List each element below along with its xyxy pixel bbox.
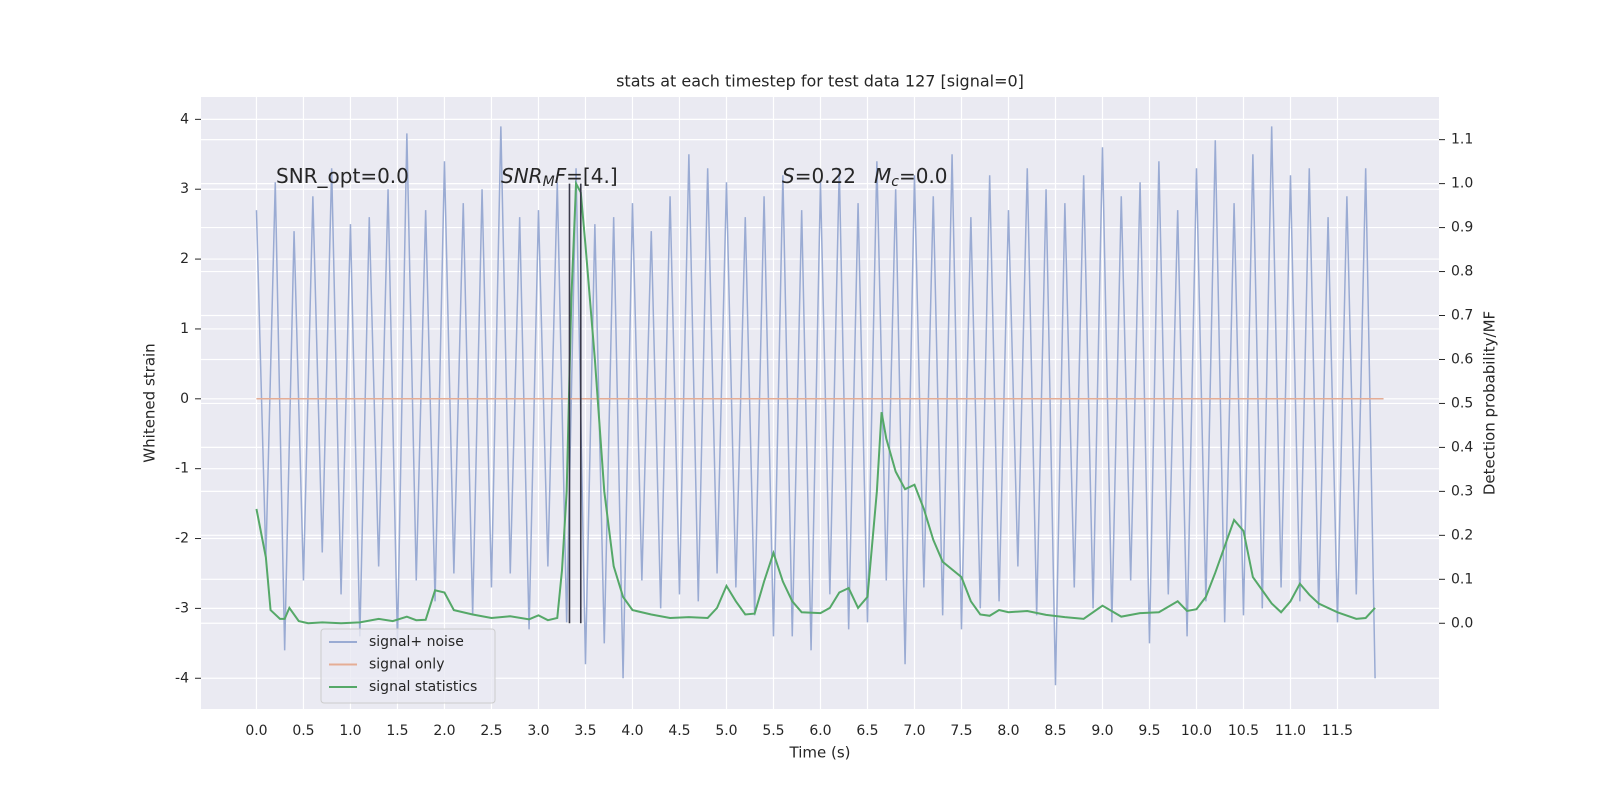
annotation-text: M	[543, 174, 555, 190]
x-tick-label: 4.0	[621, 723, 643, 739]
x-tick-label: 8.5	[1044, 723, 1066, 739]
x-tick-label: 0.0	[245, 723, 267, 739]
x-tick-label: 3.0	[527, 723, 549, 739]
series-line	[255, 179, 1376, 625]
x-tick-label: 6.0	[809, 723, 831, 739]
x-tick-label: 2.5	[480, 723, 502, 739]
annotation-text: F	[555, 164, 567, 188]
y2-tick-label: 0.7	[1451, 308, 1473, 324]
annotation-text: SNR	[501, 164, 543, 188]
x-tick-label: 7.5	[950, 723, 972, 739]
x-tick-label: 9.5	[1138, 723, 1160, 739]
chart-title: stats at each timestep for test data 127…	[616, 72, 1024, 91]
annotation-text: S	[782, 164, 795, 188]
y-tick-label: -2	[175, 531, 189, 547]
x-tick-label: 6.5	[856, 723, 878, 739]
annotation-text: SNR_opt=0.0	[276, 164, 409, 188]
y-tick-label: 3	[180, 181, 189, 197]
x-tick-label: 1.5	[386, 723, 408, 739]
annotation-text: =0.0	[899, 164, 948, 188]
y2-tick-label: 0.8	[1451, 264, 1473, 280]
x-tick-label: 2.0	[433, 723, 455, 739]
annotation-text: =[4.]	[566, 164, 617, 188]
x-tick-label: 9.0	[1091, 723, 1113, 739]
y2-tick-label: 0.0	[1451, 615, 1473, 631]
y-tick-label: -1	[175, 461, 189, 477]
y2-tick-label: 0.2	[1451, 527, 1473, 543]
y2-tick-label: 1.0	[1451, 176, 1473, 192]
series-line	[255, 126, 1376, 686]
y2-tick-label: 0.5	[1451, 395, 1473, 411]
x-tick-label: 11.0	[1275, 723, 1306, 739]
x-tick-label: 7.0	[903, 723, 925, 739]
legend-box	[320, 628, 496, 704]
annotation-text: =0.22	[795, 164, 856, 188]
annotation: SNR_opt=0.0	[276, 164, 409, 188]
x-axis-label: Time (s)	[789, 744, 851, 762]
y-tick-label: 2	[180, 251, 189, 267]
y2-tick-label: 0.9	[1451, 220, 1473, 236]
annotation-text: c	[891, 174, 899, 190]
annotation: SNRMF=[4.]	[501, 164, 618, 191]
x-tick-label: 0.5	[292, 723, 314, 739]
marks	[255, 126, 1384, 686]
legend-label: signal+ noise	[369, 634, 464, 650]
y2-axis-label: Detection probability/MF	[1481, 311, 1499, 495]
y-axis-label: Whitened strain	[141, 343, 159, 462]
y-tick-label: 1	[180, 321, 189, 337]
legend: signal+ noise signal only signal statistic…	[320, 628, 496, 704]
x-tick-label: 8.0	[997, 723, 1019, 739]
annotation-text: M	[874, 164, 891, 188]
y2-tick-label: 0.6	[1451, 351, 1473, 367]
legend-label: signal only	[369, 657, 444, 673]
x-tick-label: 5.5	[762, 723, 784, 739]
legend-label: signal statistics	[369, 679, 477, 695]
x-tick-label: 10.5	[1228, 723, 1259, 739]
x-tick-label: 11.5	[1322, 723, 1353, 739]
x-tick-label: 4.5	[668, 723, 690, 739]
x-tick-label: 1.0	[339, 723, 361, 739]
y-tick-label: -3	[175, 600, 189, 616]
x-tick-label: 10.0	[1181, 723, 1212, 739]
y-tick-label: 4	[180, 111, 189, 127]
annotation: S=0.22 Mc=0.0	[782, 164, 948, 191]
y2-tick-label: 0.4	[1451, 439, 1473, 455]
y2-tick-label: 1.1	[1451, 132, 1473, 148]
y-tick-label: 0	[180, 391, 189, 407]
y2-tick-label: 0.1	[1451, 571, 1473, 587]
x-tick-label: 3.5	[574, 723, 596, 739]
y2-tick-label: 0.3	[1451, 483, 1473, 499]
x-tick-label: 5.0	[715, 723, 737, 739]
y-tick-label: -4	[175, 670, 189, 686]
